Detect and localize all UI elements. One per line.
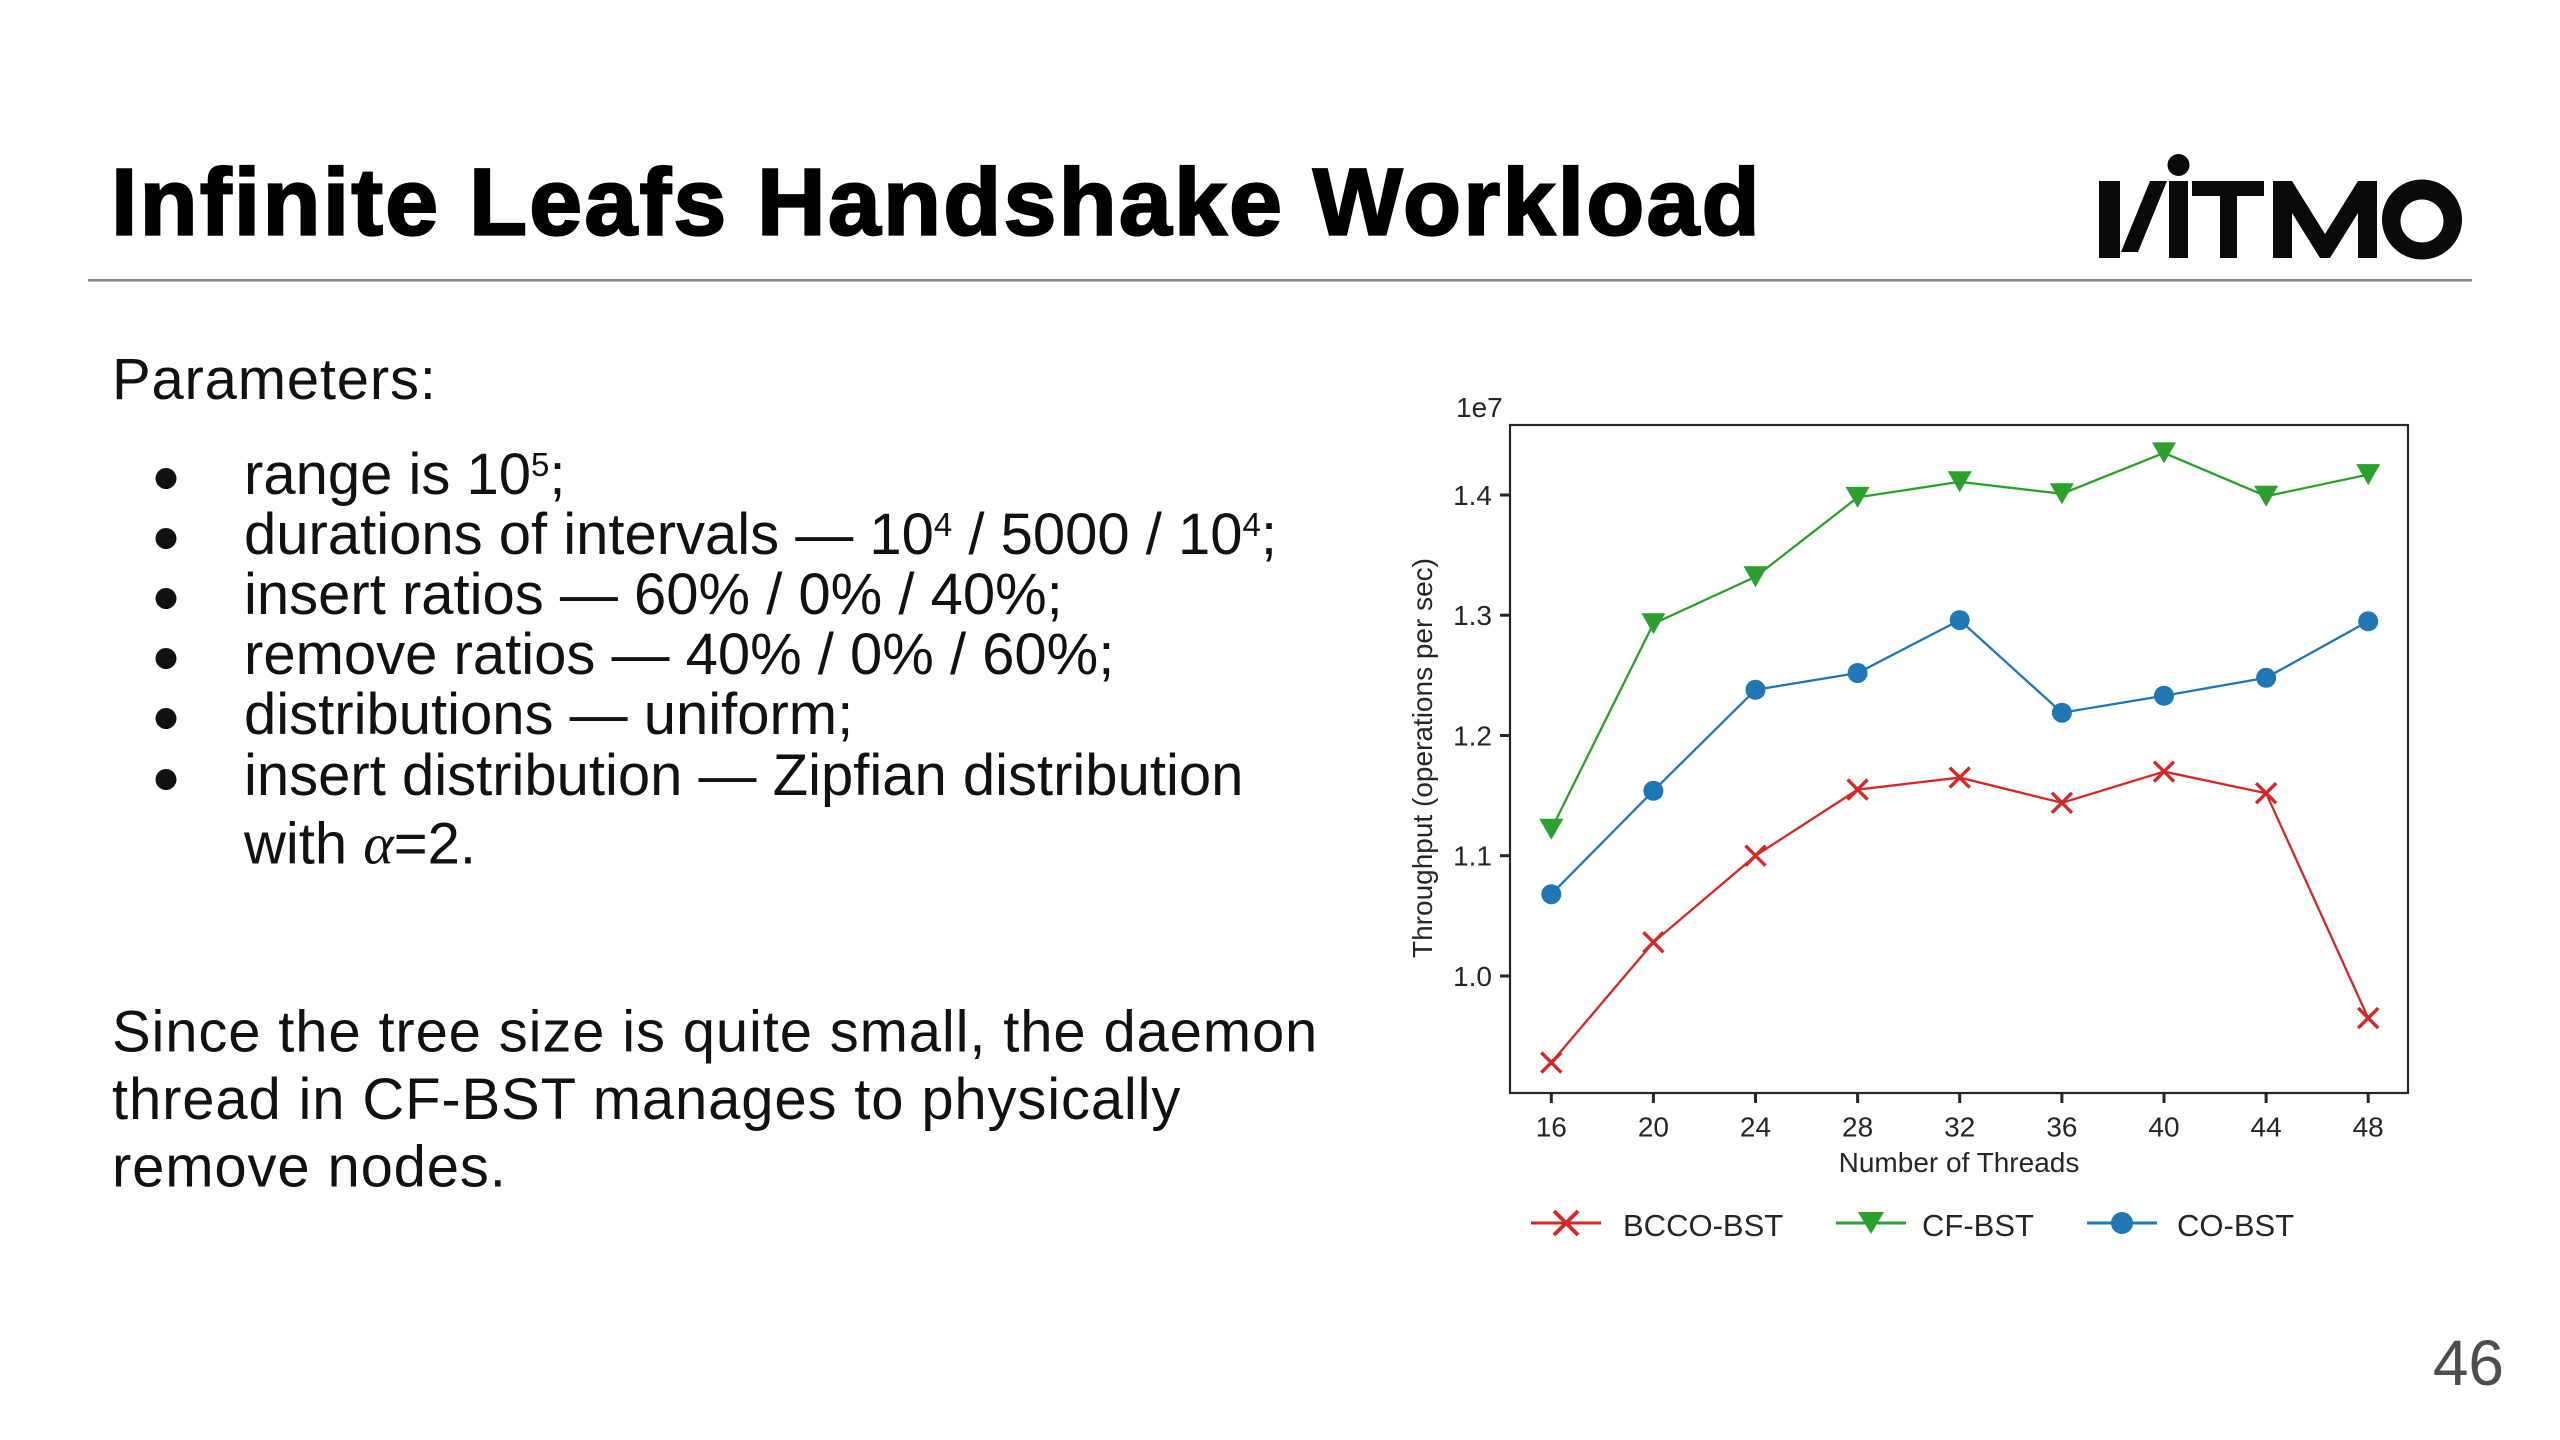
svg-text:thread in CF-BST manages to ph: thread in CF-BST manages to physically — [112, 1067, 1181, 1132]
svg-text:20: 20 — [1638, 1112, 1669, 1143]
svg-text:range is 105;: range is 105; — [244, 442, 565, 507]
svg-text:Since the tree size is quite s: Since the tree size is quite small, the … — [112, 999, 1318, 1064]
svg-text:insert distribution — Zipfian: insert distribution — Zipfian distributi… — [244, 743, 1243, 808]
svg-text:1.3: 1.3 — [1453, 600, 1492, 631]
svg-text:Throughput (operations per sec: Throughput (operations per sec) — [1407, 558, 1438, 958]
svg-text:1.1: 1.1 — [1453, 841, 1492, 872]
svg-text:insert ratios — 60% / 0% / 40%: insert ratios — 60% / 0% / 40%; — [244, 562, 1063, 627]
svg-text:40: 40 — [2148, 1112, 2179, 1143]
svg-text:with α=2.: with α=2. — [243, 812, 476, 877]
svg-text:32: 32 — [1944, 1112, 1975, 1143]
svg-text:28: 28 — [1842, 1112, 1873, 1143]
svg-text:24: 24 — [1740, 1112, 1771, 1143]
svg-text:BCCO-BST: BCCO-BST — [1623, 1208, 1783, 1243]
svg-text:CF-BST: CF-BST — [1922, 1208, 2034, 1243]
svg-text:48: 48 — [2353, 1112, 2384, 1143]
svg-text:Parameters:: Parameters: — [112, 347, 437, 412]
svg-text:Number of Threads: Number of Threads — [1839, 1147, 2080, 1178]
svg-text:36: 36 — [2046, 1112, 2077, 1143]
svg-text:CO-BST: CO-BST — [2177, 1208, 2294, 1243]
svg-text:44: 44 — [2251, 1112, 2282, 1143]
svg-text:remove nodes.: remove nodes. — [112, 1134, 507, 1199]
svg-text:Infinite Leafs Handshake Workl: Infinite Leafs Handshake Workload — [111, 150, 1762, 256]
svg-text:distributions — uniform;: distributions — uniform; — [244, 682, 853, 747]
svg-text:1e7: 1e7 — [1456, 392, 1503, 423]
svg-text:46: 46 — [2433, 1327, 2504, 1399]
svg-text:1.4: 1.4 — [1453, 480, 1492, 511]
svg-text:durations of intervals — 104 /: durations of intervals — 104 / 5000 / 10… — [244, 502, 1277, 567]
svg-text:16: 16 — [1536, 1112, 1567, 1143]
svg-text:1.0: 1.0 — [1453, 961, 1492, 992]
svg-text:remove ratios — 40% / 0% / 60%: remove ratios — 40% / 0% / 60%; — [244, 622, 1114, 687]
svg-text:1.2: 1.2 — [1453, 720, 1492, 751]
